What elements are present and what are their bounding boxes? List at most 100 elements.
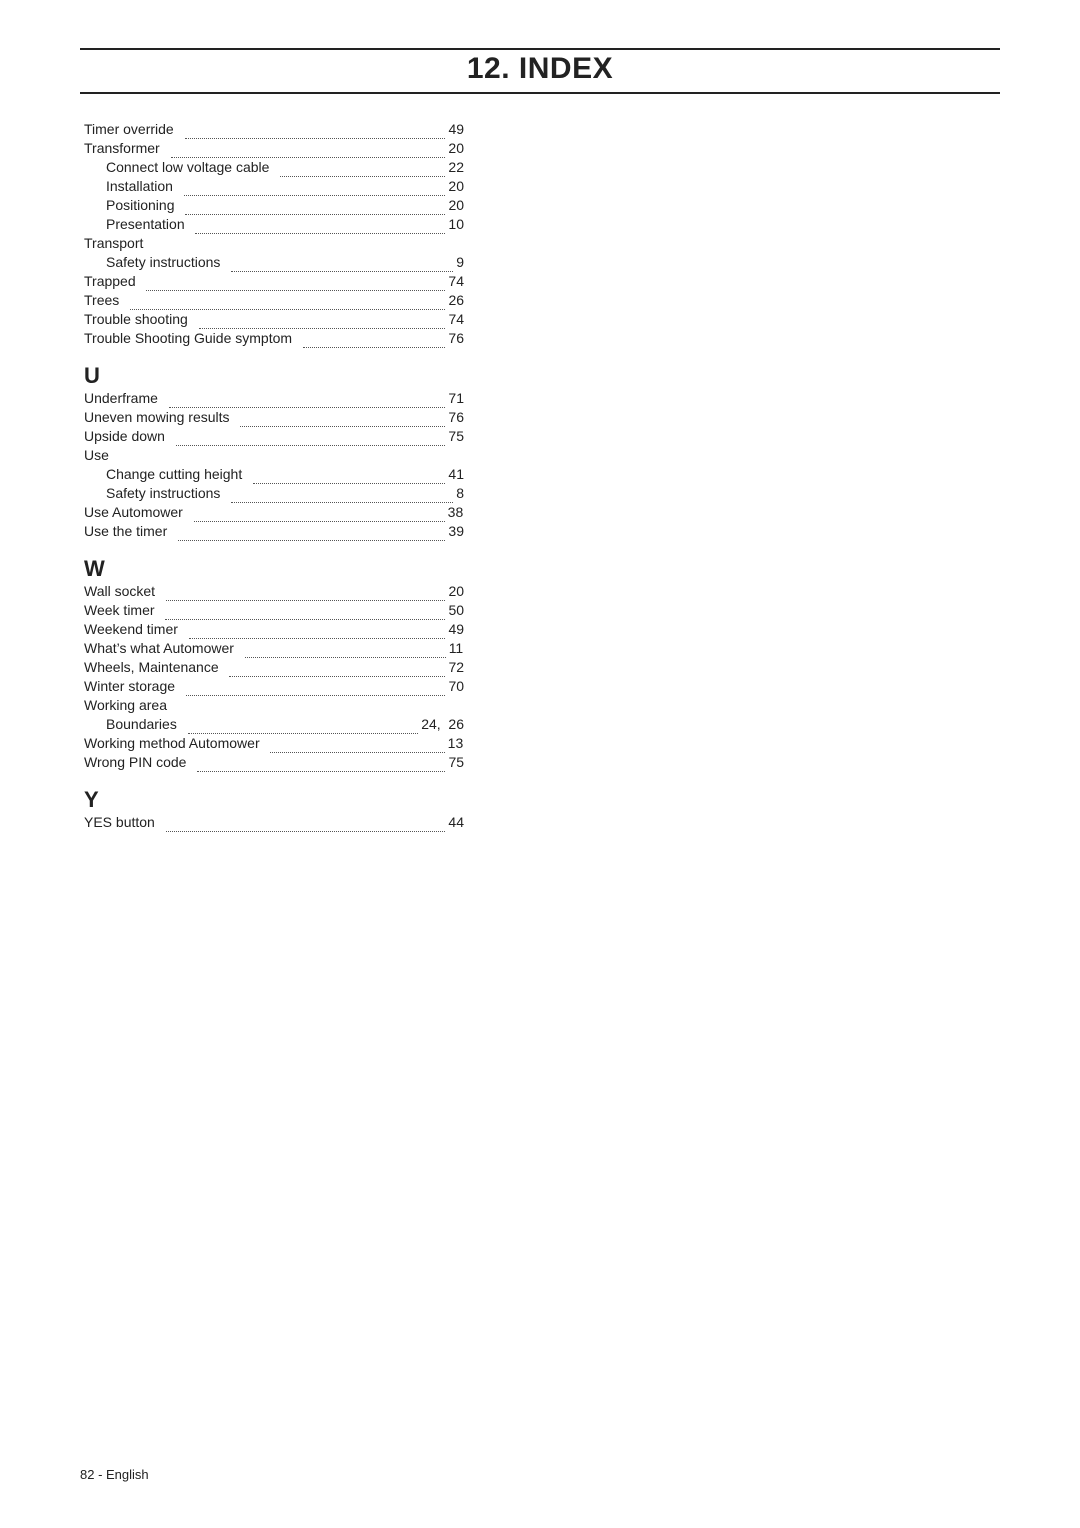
- index-term: Use: [84, 447, 109, 463]
- index-page: 20: [448, 197, 464, 213]
- index-section-letter: Y: [84, 790, 464, 809]
- dot-leader: [280, 166, 445, 178]
- index-page: 44: [448, 814, 464, 830]
- index-entry: Transformer 20: [84, 139, 464, 158]
- index-page: 74: [448, 273, 464, 289]
- index-term: Trouble shooting: [84, 311, 188, 327]
- dot-leader: [178, 530, 445, 542]
- index-term: Transport: [84, 235, 143, 251]
- dot-leader: [171, 147, 446, 159]
- index-entry: Week timer 50: [84, 601, 464, 620]
- index-term: Use Automower: [84, 504, 183, 520]
- index-term: Winter storage: [84, 678, 175, 694]
- index-term: Trouble Shooting Guide symptom: [84, 330, 292, 346]
- dot-leader: [185, 128, 446, 140]
- index-entry: Winter storage 70: [84, 677, 464, 696]
- index-page: 8: [456, 485, 464, 501]
- index-term: Change cutting height: [106, 466, 242, 482]
- index-entry: Wall socket 20: [84, 582, 464, 601]
- index-term: Uneven mowing results: [84, 409, 230, 425]
- index-term: Wall socket: [84, 583, 155, 599]
- dot-leader: [195, 223, 445, 235]
- index-entry: Upside down 75: [84, 427, 464, 446]
- index-term: Upside down: [84, 428, 165, 444]
- dot-leader: [231, 492, 453, 504]
- dot-leader: [197, 761, 445, 773]
- index-entry: Trapped 74: [84, 272, 464, 291]
- rule-bottom: [80, 92, 1000, 94]
- index-entry: Positioning 20: [84, 196, 464, 215]
- index-page: 70: [448, 678, 464, 694]
- dot-leader: [186, 685, 446, 697]
- page-title: 12. INDEX: [467, 52, 613, 85]
- index-entry: Wrong PIN code 75: [84, 753, 464, 772]
- dot-leader: [231, 261, 453, 273]
- index-term: Positioning: [106, 197, 175, 213]
- index-page: 11: [449, 640, 464, 656]
- dot-leader: [188, 723, 419, 735]
- index-page: 38: [448, 504, 464, 520]
- index-page: 39: [448, 523, 464, 539]
- index-column: Timer override 49Transformer 20Connect l…: [84, 120, 464, 832]
- dot-leader: [184, 185, 446, 197]
- index-entry: Trouble Shooting Guide symptom 76: [84, 329, 464, 348]
- index-entry: Transport: [84, 234, 464, 253]
- index-term: Safety instructions: [106, 254, 220, 270]
- index-term: What’s what Automower: [84, 640, 234, 656]
- index-term: Trees: [84, 292, 119, 308]
- index-page: 20: [448, 140, 464, 156]
- index-term: Transformer: [84, 140, 160, 156]
- dot-leader: [165, 609, 445, 621]
- index-page: 26: [448, 292, 464, 308]
- index-entry: Uneven mowing results 76: [84, 408, 464, 427]
- index-term: Timer override: [84, 121, 174, 137]
- index-entry: Trees 26: [84, 291, 464, 310]
- dot-leader: [253, 473, 445, 485]
- dot-leader: [166, 590, 446, 602]
- index-entry: Use Automower 38: [84, 503, 464, 522]
- dot-leader: [199, 318, 446, 330]
- index-term: Boundaries: [106, 716, 177, 732]
- index-page: 20: [448, 583, 464, 599]
- index-term: Working method Automower: [84, 735, 260, 751]
- index-entry: Safety instructions 8: [84, 484, 464, 503]
- index-page: 10: [448, 216, 464, 232]
- index-term: Presentation: [106, 216, 185, 232]
- rule-top: [80, 48, 1000, 50]
- dot-leader: [303, 337, 446, 349]
- index-entry: Trouble shooting 74: [84, 310, 464, 329]
- index-entry: Wheels, Maintenance 72: [84, 658, 464, 677]
- index-term: Working area: [84, 697, 167, 713]
- index-term: Underframe: [84, 390, 158, 406]
- page: 12. INDEX Timer override 49Transformer 2…: [0, 0, 1080, 1528]
- index-entry: Timer override 49: [84, 120, 464, 139]
- dot-leader: [245, 647, 446, 659]
- index-term: Weekend timer: [84, 621, 178, 637]
- dot-leader: [194, 511, 445, 523]
- index-entry: Installation 20: [84, 177, 464, 196]
- index-entry: YES button 44: [84, 813, 464, 832]
- index-page: 72: [448, 659, 464, 675]
- index-page: 20: [448, 178, 464, 194]
- index-entry: What’s what Automower 11: [84, 639, 464, 658]
- dot-leader: [189, 628, 446, 640]
- index-page: 22: [448, 159, 464, 175]
- index-page: 49: [448, 121, 464, 137]
- index-term: Wheels, Maintenance: [84, 659, 219, 675]
- index-term: Week timer: [84, 602, 155, 618]
- index-page: 13: [448, 735, 464, 751]
- index-entry: Use: [84, 446, 464, 465]
- index-page: 74: [448, 311, 464, 327]
- page-title-wrap: 12. INDEX: [80, 52, 1000, 86]
- index-section-letter: W: [84, 559, 464, 578]
- index-entry: Boundaries 24, 26: [84, 715, 464, 734]
- dot-leader: [146, 280, 445, 292]
- dot-leader: [176, 435, 446, 447]
- index-entry: Weekend timer 49: [84, 620, 464, 639]
- index-term: Use the timer: [84, 523, 167, 539]
- dot-leader: [229, 666, 445, 678]
- index-entry: Safety instructions 9: [84, 253, 464, 272]
- index-page: 24, 26: [421, 716, 464, 732]
- page-footer: 82 - English: [80, 1467, 149, 1482]
- index-term: Trapped: [84, 273, 136, 289]
